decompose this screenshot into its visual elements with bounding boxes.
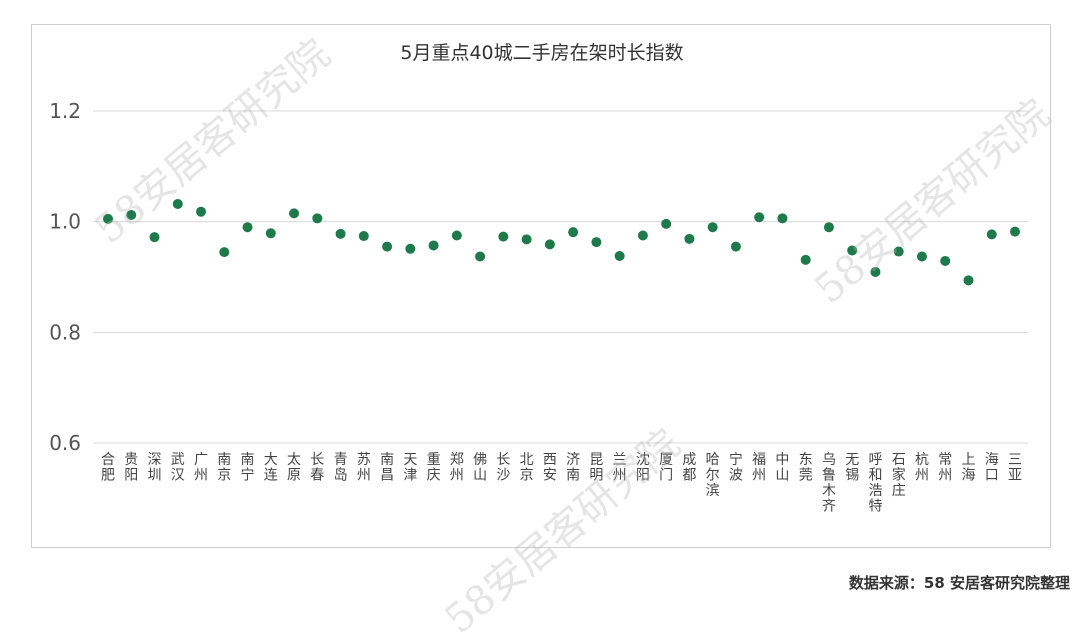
data-point xyxy=(498,231,509,242)
data-point xyxy=(335,228,346,239)
x-tick-label: 呼和浩特 xyxy=(868,452,882,515)
x-axis-tick-labels: 合肥贵阳深圳武汉广州南京南宁大连太原长春青岛苏州南昌天津重庆郑州佛山长沙北京西安… xyxy=(101,451,1022,515)
data-point xyxy=(1010,226,1020,237)
data-point xyxy=(707,222,718,233)
data-point xyxy=(823,222,834,233)
x-tick-label: 常州 xyxy=(938,452,952,484)
x-tick-label: 福州 xyxy=(752,452,766,484)
x-tick-label: 郑州 xyxy=(450,452,464,484)
data-point xyxy=(847,245,858,256)
x-tick-label: 兰州 xyxy=(613,452,627,484)
x-tick-label: 成都 xyxy=(682,452,696,484)
x-tick-label: 长沙 xyxy=(496,452,510,484)
x-tick-label: 乌鲁木齐 xyxy=(822,452,836,515)
chart-svg: 5月重点40城二手房在架时长指数 0.6 0.8 1.0 1.2 合肥贵阳深圳武汉广州… xyxy=(49,42,1028,515)
data-point xyxy=(126,210,137,221)
x-tick-label: 太原 xyxy=(287,452,301,484)
data-point xyxy=(544,239,555,250)
x-tick-label: 厦门 xyxy=(659,452,673,484)
x-tick-label: 东莞 xyxy=(799,452,813,484)
x-tick-label: 哈尔滨 xyxy=(706,452,720,499)
x-tick-label: 宁波 xyxy=(729,451,743,484)
x-tick-label: 南京 xyxy=(217,452,231,484)
data-point xyxy=(777,213,788,224)
x-tick-label: 沈阳 xyxy=(636,452,650,484)
x-tick-label: 苏州 xyxy=(357,452,371,484)
y-tick-label: 0.6 xyxy=(49,431,81,455)
x-tick-label: 三亚 xyxy=(1008,452,1022,484)
x-tick-label: 济南 xyxy=(566,452,580,484)
x-tick-label: 佛山 xyxy=(473,452,487,484)
data-point xyxy=(358,231,369,242)
data-point xyxy=(475,251,486,262)
x-tick-label: 石家庄 xyxy=(892,452,906,499)
data-point xyxy=(172,198,183,209)
x-tick-label: 杭州 xyxy=(915,452,929,484)
x-tick-label: 上海 xyxy=(961,452,975,484)
data-point xyxy=(103,213,113,224)
data-point xyxy=(591,237,602,248)
data-point xyxy=(916,251,927,262)
x-tick-label: 天津 xyxy=(403,452,417,484)
data-point xyxy=(870,267,881,278)
data-point xyxy=(661,218,672,229)
data-point xyxy=(219,247,230,258)
data-point xyxy=(963,275,974,286)
data-point xyxy=(149,232,160,243)
x-tick-label: 昆明 xyxy=(589,452,603,484)
data-point xyxy=(428,240,439,251)
data-point xyxy=(893,246,904,257)
data-point xyxy=(312,213,323,224)
x-tick-label: 青岛 xyxy=(334,452,348,484)
x-tick-label: 北京 xyxy=(520,452,534,484)
chart-frame: 5月重点40城二手房在架时长指数 0.6 0.8 1.0 1.2 合肥 贵阳 深圳 武汉 广州… xyxy=(31,24,1051,548)
x-tick-label: 无锡 xyxy=(845,452,859,484)
x-tick-label: 重庆 xyxy=(427,452,441,484)
y-tick-label: 1.2 xyxy=(49,99,81,123)
x-tick-label: 贵阳 xyxy=(124,452,138,484)
data-point xyxy=(754,212,765,223)
data-point xyxy=(568,227,579,238)
data-point xyxy=(289,208,300,219)
chart-title: 5月重点40城二手房在架时长指数 xyxy=(400,42,683,64)
source-note: 数据来源：58 安居客研究院整理 xyxy=(848,574,1070,592)
data-point xyxy=(382,241,393,252)
x-tick-label: 南宁 xyxy=(241,452,255,484)
data-point xyxy=(451,230,462,241)
data-point xyxy=(196,206,207,217)
x-tick-label: 中山 xyxy=(775,452,789,484)
data-point xyxy=(614,250,625,261)
y-axis-tick-labels: 0.6 0.8 1.0 1.2 xyxy=(49,99,81,455)
data-point xyxy=(405,243,416,254)
x-tick-label: 西安 xyxy=(543,452,557,484)
data-point xyxy=(521,234,532,245)
data-point xyxy=(730,241,741,252)
data-point xyxy=(684,233,695,244)
data-point xyxy=(637,230,648,241)
data-point xyxy=(800,254,811,265)
x-tick-label: 大连 xyxy=(264,452,278,484)
x-tick-label: 合肥 xyxy=(101,452,115,484)
data-point xyxy=(265,228,276,239)
data-point xyxy=(242,222,253,233)
grid xyxy=(93,110,1028,444)
y-tick-label: 0.8 xyxy=(49,320,81,344)
y-tick-label: 1.0 xyxy=(49,210,81,234)
data-point xyxy=(940,255,951,266)
data-point xyxy=(986,229,997,240)
x-tick-label: 深圳 xyxy=(148,452,162,484)
x-tick-label: 长春 xyxy=(310,452,324,484)
data-points xyxy=(103,198,1020,286)
x-tick-label: 南昌 xyxy=(380,452,394,484)
x-tick-label: 广州 xyxy=(194,452,208,484)
x-tick-label: 海口 xyxy=(985,452,999,484)
x-tick-label: 武汉 xyxy=(171,452,185,484)
